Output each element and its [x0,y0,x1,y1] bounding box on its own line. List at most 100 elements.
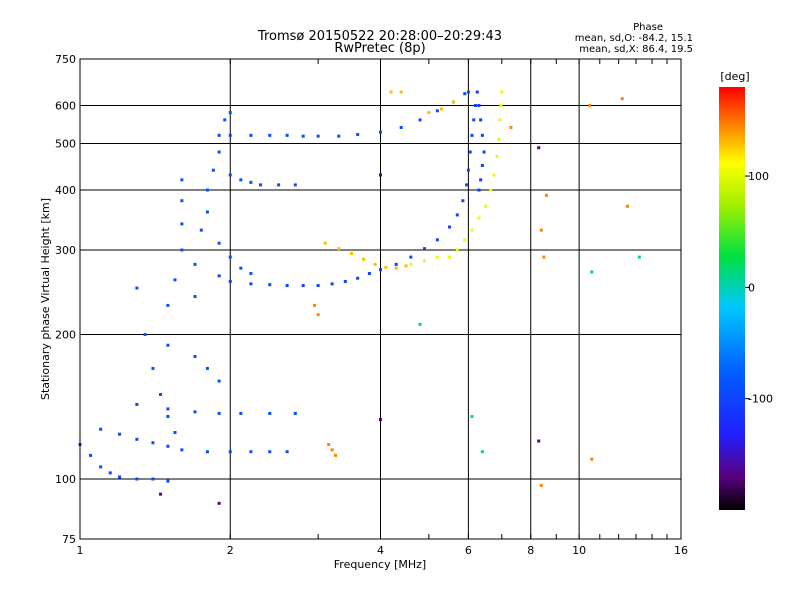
echo-point [118,475,122,479]
echo-point [637,255,641,259]
echo-point [205,450,209,454]
echo-point [193,262,197,266]
echo-point [463,92,467,96]
echo-point [151,366,155,370]
echo-point [316,134,320,138]
stats-header: Phase [633,22,663,33]
stats-o-mode: mean, sd,O: -84.2, 15.1 [575,33,693,44]
echo-point [435,255,439,259]
y-tick-label: 100 [55,473,76,486]
echo-point [409,255,413,259]
echo-point [418,322,422,326]
echo-point [435,238,439,242]
echo-point [470,414,474,418]
echo-point [193,410,197,414]
echo-point [99,427,103,431]
echo-point [480,163,484,167]
echo-point [228,111,232,115]
echo-point [475,90,479,94]
echo-point [180,199,184,203]
echo-point [323,241,327,245]
chart-subtitle: RwPretec (8p) [334,41,425,56]
echo-point [135,437,139,441]
echo-point [249,180,253,184]
echo-point [463,238,467,242]
echo-point [537,146,541,150]
echo-point [217,241,221,245]
echo-point [404,264,408,268]
echo-point [217,501,221,505]
echo-point [249,133,253,137]
echo-point [89,453,93,457]
echo-point [477,216,481,220]
echo-point [330,282,334,286]
echo-point [330,448,334,452]
echo-point [166,444,170,448]
echo-point [316,313,320,317]
echo-point [477,104,481,108]
echo-point [199,228,203,232]
y-tick-label: 300 [55,244,76,257]
echo-point [108,471,112,475]
echo-point [166,407,170,411]
echo-point [470,133,474,137]
echo-point [539,483,543,487]
echo-point [135,286,139,290]
echo-point [228,450,232,454]
echo-point [173,278,177,282]
echo-point [422,259,426,263]
echo-point [217,150,221,154]
echo-point [285,133,289,137]
echo-point [166,343,170,347]
echo-point [159,393,163,397]
echo-point [394,266,398,270]
x-tick-label: 4 [377,544,384,557]
echo-point [228,279,232,283]
echo-point [461,199,465,203]
echo-point [135,477,139,481]
echo-point [409,262,413,266]
echo-point [211,168,215,172]
echo-point [499,104,503,108]
colorbar-tick-label: 0 [748,281,755,294]
echo-point [228,255,232,259]
echo-point [482,150,486,154]
echo-point [337,247,341,251]
echo-point [480,133,484,137]
echo-point [99,465,103,469]
echo-point [193,295,197,299]
colorbar-tick-label: -100 [748,393,773,406]
echo-point [180,448,184,452]
echo-point [239,178,243,182]
echo-point [180,222,184,226]
echo-point [465,183,469,187]
x-tick-label: 6 [465,544,472,557]
echo-point [350,252,354,256]
chart-titles: Tromsø 20150522 20:28:00–20:29:43 RwPret… [257,29,502,56]
x-tick-label: 10 [572,544,586,557]
echo-point [590,270,594,274]
echo-point [135,402,139,406]
echo-point [217,379,221,383]
echo-point [239,411,243,415]
y-tick-label: 750 [55,53,76,66]
echo-point [379,173,382,177]
echo-point [448,255,452,259]
echo-point [249,450,253,454]
echo-point [470,228,474,232]
colorbar-gradient [719,87,745,510]
y-tick-label: 600 [55,100,76,113]
echo-point [588,104,592,108]
echo-point [427,111,431,115]
echo-point [480,450,484,454]
echo-point [217,411,221,415]
echo-point [249,282,253,286]
echo-point [379,130,382,134]
echo-point [620,97,624,101]
echo-point [466,90,470,94]
echo-point [399,90,403,94]
echo-point [268,133,272,137]
echo-point [166,479,170,483]
y-tick-label: 75 [62,533,76,546]
